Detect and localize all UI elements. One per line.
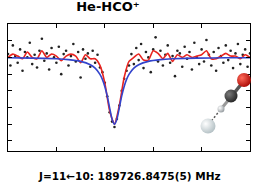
svg-text:He-HCO⁺: He-HCO⁺	[76, 0, 139, 14]
svg-text:J=11←10: 189726.8475(5) MHz: J=11←10: 189726.8475(5) MHz	[38, 170, 221, 182]
